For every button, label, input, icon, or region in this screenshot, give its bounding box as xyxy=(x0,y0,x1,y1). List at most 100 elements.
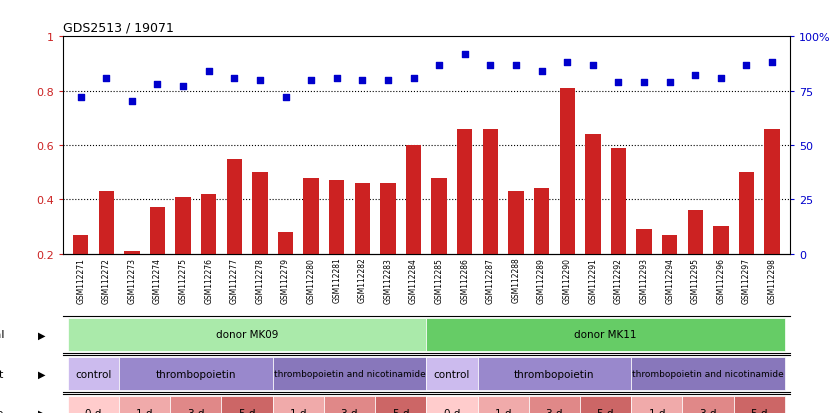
Text: ▶: ▶ xyxy=(38,408,45,413)
Text: GSM112283: GSM112283 xyxy=(384,257,392,303)
Text: GSM112294: GSM112294 xyxy=(665,257,674,303)
Point xyxy=(714,75,727,82)
Text: control: control xyxy=(434,369,470,379)
Point xyxy=(612,79,625,86)
Bar xyxy=(324,396,375,413)
Bar xyxy=(375,396,426,413)
Bar xyxy=(631,396,682,413)
Bar xyxy=(119,357,273,391)
Bar xyxy=(477,357,631,391)
Bar xyxy=(273,396,324,413)
Bar xyxy=(734,396,785,413)
Bar xyxy=(580,396,631,413)
Point xyxy=(202,69,216,75)
Bar xyxy=(687,211,703,254)
Text: 3 d: 3 d xyxy=(700,408,716,413)
Bar xyxy=(273,357,426,391)
Text: GSM112282: GSM112282 xyxy=(358,257,367,303)
Bar xyxy=(201,195,217,254)
Bar xyxy=(405,146,421,254)
Text: donor MK09: donor MK09 xyxy=(216,330,278,339)
Point xyxy=(458,51,472,58)
Bar xyxy=(457,129,472,254)
Text: GSM112272: GSM112272 xyxy=(102,257,110,303)
Bar xyxy=(477,396,529,413)
Text: GSM112293: GSM112293 xyxy=(640,257,649,303)
Bar xyxy=(73,235,89,254)
Text: control: control xyxy=(75,369,112,379)
Bar xyxy=(739,173,754,254)
Text: time: time xyxy=(0,408,4,413)
Text: GSM112291: GSM112291 xyxy=(589,257,598,303)
Text: 5 d: 5 d xyxy=(239,408,255,413)
Bar xyxy=(431,178,447,254)
Text: ▶: ▶ xyxy=(38,369,45,379)
Point xyxy=(484,62,497,69)
Bar xyxy=(662,235,677,254)
Bar xyxy=(585,135,600,254)
Text: GSM112279: GSM112279 xyxy=(281,257,290,303)
Bar xyxy=(125,251,140,254)
Text: GSM112275: GSM112275 xyxy=(179,257,187,303)
Text: ▶: ▶ xyxy=(38,330,45,339)
Bar xyxy=(636,230,652,254)
Bar xyxy=(68,318,426,351)
Text: GSM112277: GSM112277 xyxy=(230,257,239,303)
Bar xyxy=(682,396,734,413)
Bar xyxy=(252,173,268,254)
Text: GSM112271: GSM112271 xyxy=(76,257,85,303)
Text: GSM112276: GSM112276 xyxy=(204,257,213,303)
Point xyxy=(74,95,87,101)
Bar xyxy=(222,396,273,413)
Point xyxy=(279,95,293,101)
Bar xyxy=(68,357,119,391)
Text: thrombopoietin: thrombopoietin xyxy=(155,369,236,379)
Text: GSM112295: GSM112295 xyxy=(691,257,700,303)
Bar xyxy=(329,181,344,254)
Text: 5 d: 5 d xyxy=(392,408,409,413)
Point xyxy=(150,81,164,88)
Point xyxy=(125,99,139,105)
Bar xyxy=(508,192,523,254)
Text: GSM112296: GSM112296 xyxy=(716,257,726,303)
Bar xyxy=(150,208,166,254)
Bar xyxy=(426,357,477,391)
Text: agent: agent xyxy=(0,369,4,379)
Text: GSM112281: GSM112281 xyxy=(332,257,341,303)
Text: GSM112287: GSM112287 xyxy=(486,257,495,303)
Point xyxy=(227,75,241,82)
Text: GSM112288: GSM112288 xyxy=(512,257,521,303)
Text: GSM112290: GSM112290 xyxy=(563,257,572,303)
Text: 5 d: 5 d xyxy=(751,408,767,413)
Text: 1 d: 1 d xyxy=(136,408,153,413)
Point xyxy=(176,84,190,90)
Bar xyxy=(611,148,626,254)
Text: 5 d: 5 d xyxy=(598,408,614,413)
Point xyxy=(663,79,676,86)
Bar xyxy=(534,189,549,254)
Point xyxy=(381,77,395,84)
Text: GSM112298: GSM112298 xyxy=(767,257,777,303)
Text: 3 d: 3 d xyxy=(187,408,204,413)
Point xyxy=(509,62,522,69)
Bar xyxy=(426,396,477,413)
Text: 0 d: 0 d xyxy=(444,408,460,413)
Text: 1 d: 1 d xyxy=(290,408,307,413)
Point xyxy=(407,75,421,82)
Text: GSM112280: GSM112280 xyxy=(307,257,316,303)
Bar xyxy=(227,159,242,254)
Bar xyxy=(176,197,191,254)
Point xyxy=(355,77,369,84)
Text: GSM112286: GSM112286 xyxy=(461,257,469,303)
Text: GSM112292: GSM112292 xyxy=(614,257,623,303)
Text: GSM112285: GSM112285 xyxy=(435,257,444,303)
Point xyxy=(689,73,702,79)
Point xyxy=(432,62,446,69)
Text: 3 d: 3 d xyxy=(341,408,358,413)
Text: donor MK11: donor MK11 xyxy=(574,330,637,339)
Text: 3 d: 3 d xyxy=(546,408,563,413)
Text: GDS2513 / 19071: GDS2513 / 19071 xyxy=(63,21,174,35)
Bar xyxy=(171,396,222,413)
Text: thrombopoietin: thrombopoietin xyxy=(514,369,594,379)
Bar xyxy=(99,192,114,254)
